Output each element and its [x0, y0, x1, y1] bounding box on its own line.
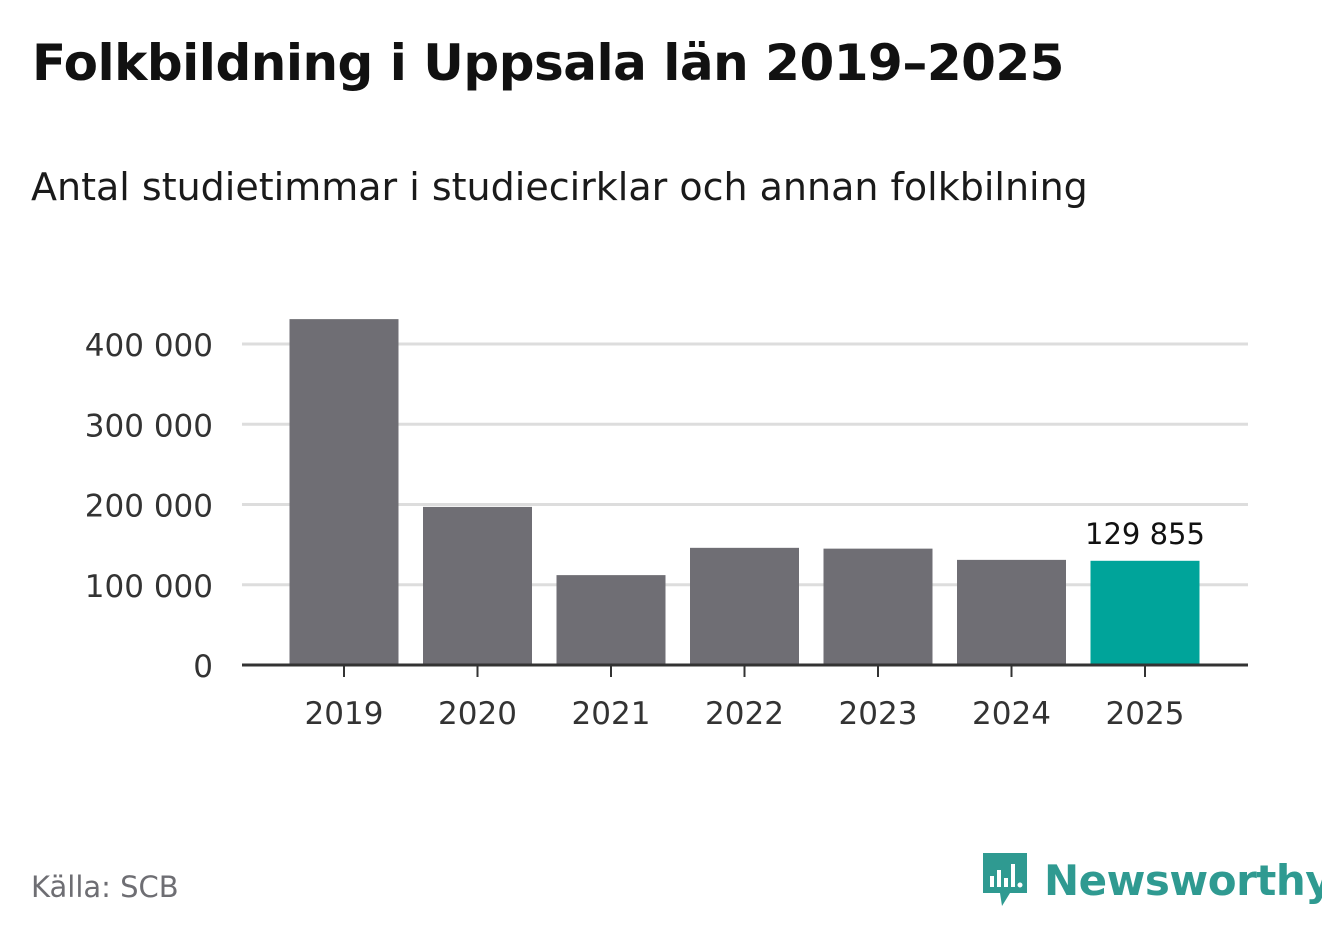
y-tick-label: 200 000 [85, 489, 213, 525]
data-label: 129 855 [1085, 517, 1205, 551]
bar-2024 [957, 559, 1066, 665]
x-tick-label: 2025 [1106, 696, 1185, 732]
x-tick-label: 2022 [705, 696, 784, 732]
x-tick-label: 2021 [572, 696, 651, 732]
bar-2025 [1090, 560, 1200, 665]
labels: 0 100 000 200 000 300 000 400 000 2019 2020 202… [85, 328, 1205, 732]
bar-2023 [823, 548, 933, 665]
source-note: Källa: SCB [31, 870, 179, 904]
y-tick-label: 0 [193, 649, 213, 685]
y-tick-label: 400 000 [85, 328, 213, 364]
bars [242, 319, 1248, 667]
bar-2019 [289, 319, 399, 665]
bar-2020 [423, 506, 532, 665]
x-tick-label: 2019 [305, 696, 384, 732]
bar-2022 [690, 547, 799, 665]
chart-subtitle: Antal studietimmar i studiecirklar och a… [31, 165, 1088, 209]
chart-title: Folkbildning i Uppsala län 2019–2025 [32, 34, 1064, 92]
brand-logo: Newsworthy [980, 850, 1322, 910]
x-tick-label: 2024 [972, 696, 1051, 732]
brand-name: Newsworthy [1044, 855, 1322, 905]
bar-2021 [556, 575, 666, 665]
newsworthy-logo-icon [983, 853, 1027, 906]
x-tick-label: 2023 [839, 696, 918, 732]
y-tick-label: 300 000 [85, 408, 213, 444]
x-tick-label: 2020 [438, 696, 517, 732]
y-tick-label: 100 000 [85, 569, 213, 605]
